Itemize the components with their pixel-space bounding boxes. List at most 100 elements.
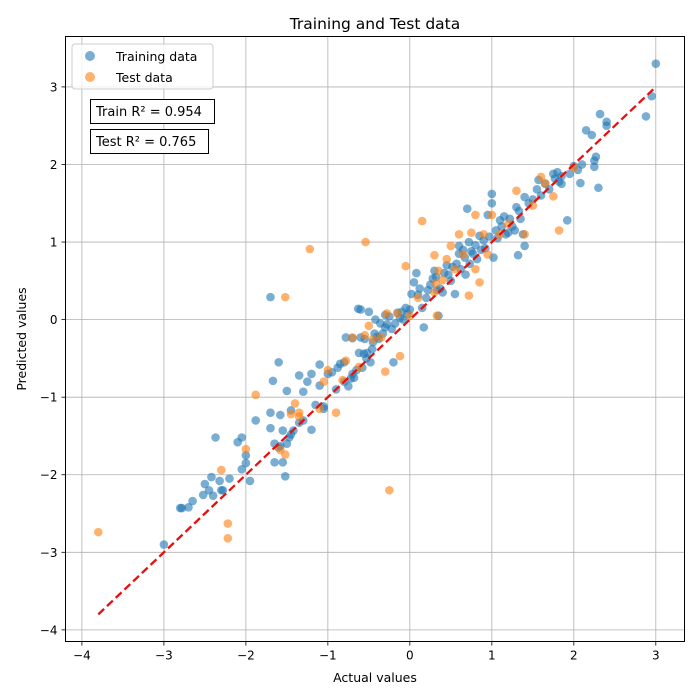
training-point [576, 178, 585, 188]
training-point [415, 284, 424, 293]
training-point [266, 408, 275, 417]
training-point [282, 386, 292, 396]
training-point [159, 540, 169, 549]
test-r2-text: Test R² = 0.765 [95, 135, 196, 150]
test-point [305, 244, 315, 254]
test-point [454, 229, 464, 239]
training-point [565, 169, 575, 179]
training-point [184, 503, 193, 512]
training-point [266, 292, 275, 302]
train-r2-annotation: Train R² = 0.954 [90, 99, 215, 124]
training-point [278, 426, 288, 435]
training-point [562, 216, 572, 225]
grid [65, 36, 685, 642]
training-point [177, 503, 187, 513]
training-point [278, 458, 288, 467]
test-point [475, 278, 484, 287]
test-point [376, 333, 386, 342]
x-tick-label: 3 [652, 649, 660, 663]
y-tick-label: −1 [40, 391, 58, 405]
test-point [450, 264, 460, 274]
test-point [405, 311, 415, 321]
training-point [364, 307, 374, 317]
training-point [241, 458, 251, 468]
training-point [298, 387, 308, 397]
training-point [471, 240, 480, 250]
test-point [280, 292, 290, 302]
y-tick-label: −2 [40, 468, 58, 482]
x-tick-label: 2 [570, 649, 578, 663]
training-point [510, 226, 520, 235]
test-point [434, 266, 443, 276]
test-point [223, 534, 233, 543]
training-point [590, 162, 599, 172]
legend-label-training: Training data [115, 49, 197, 64]
y-tick-label: 2 [50, 158, 58, 172]
y-axis-label: Predicted values [14, 287, 29, 390]
training-point [211, 433, 220, 442]
test-point [331, 408, 341, 417]
training-point [513, 250, 523, 260]
x-tick-label: −2 [237, 649, 255, 663]
training-point [503, 228, 513, 238]
x-tick-label: −1 [319, 649, 337, 663]
test-point [280, 450, 290, 459]
test-point [438, 275, 447, 285]
train-r2-text: Train R² = 0.954 [95, 105, 202, 120]
test-point [512, 186, 521, 196]
test-points [93, 163, 579, 543]
test-point [540, 178, 550, 188]
training-point [419, 323, 429, 332]
training-point [497, 222, 506, 231]
training-point [294, 371, 304, 380]
test-point [360, 330, 370, 340]
test-point [368, 334, 378, 344]
legend: Training data Test data [71, 43, 214, 90]
test-point [364, 321, 374, 331]
training-point [241, 451, 251, 460]
test-point [417, 216, 427, 226]
y-tick-label: 3 [50, 80, 58, 94]
training-point [268, 376, 278, 386]
training-point [409, 278, 419, 287]
training-point [237, 465, 247, 474]
training-point [280, 471, 290, 481]
training-point [266, 423, 275, 433]
test-point [446, 241, 456, 251]
training-point [303, 377, 312, 386]
training-point [207, 472, 216, 482]
test-point [430, 250, 439, 260]
training-point [344, 382, 353, 391]
test-point [385, 485, 394, 495]
training-point [270, 458, 279, 467]
training-point [595, 109, 605, 119]
training-point [587, 130, 597, 140]
test-point [401, 261, 411, 271]
legend-box [71, 43, 214, 90]
y-tick-label: −3 [40, 546, 58, 560]
training-point [274, 357, 283, 367]
training-point [356, 305, 365, 314]
test-point [520, 229, 529, 239]
y-tick-label: 0 [50, 313, 58, 327]
training-point [581, 126, 591, 135]
training-point [251, 416, 261, 425]
training-point [208, 491, 218, 500]
reference-line [97, 86, 657, 616]
legend-marker-training [85, 51, 95, 61]
reference-line-top [97, 86, 657, 616]
training-point [461, 270, 470, 279]
training-point [487, 198, 497, 208]
test-point [290, 399, 300, 408]
training-point [450, 289, 460, 299]
test-point [549, 191, 558, 201]
training-point [532, 185, 542, 194]
training-point [464, 237, 474, 247]
test-point [393, 309, 402, 318]
training-point [421, 293, 431, 303]
test-point [458, 250, 468, 259]
training-point [651, 59, 661, 68]
test-point [503, 219, 513, 229]
test-point [431, 278, 441, 288]
